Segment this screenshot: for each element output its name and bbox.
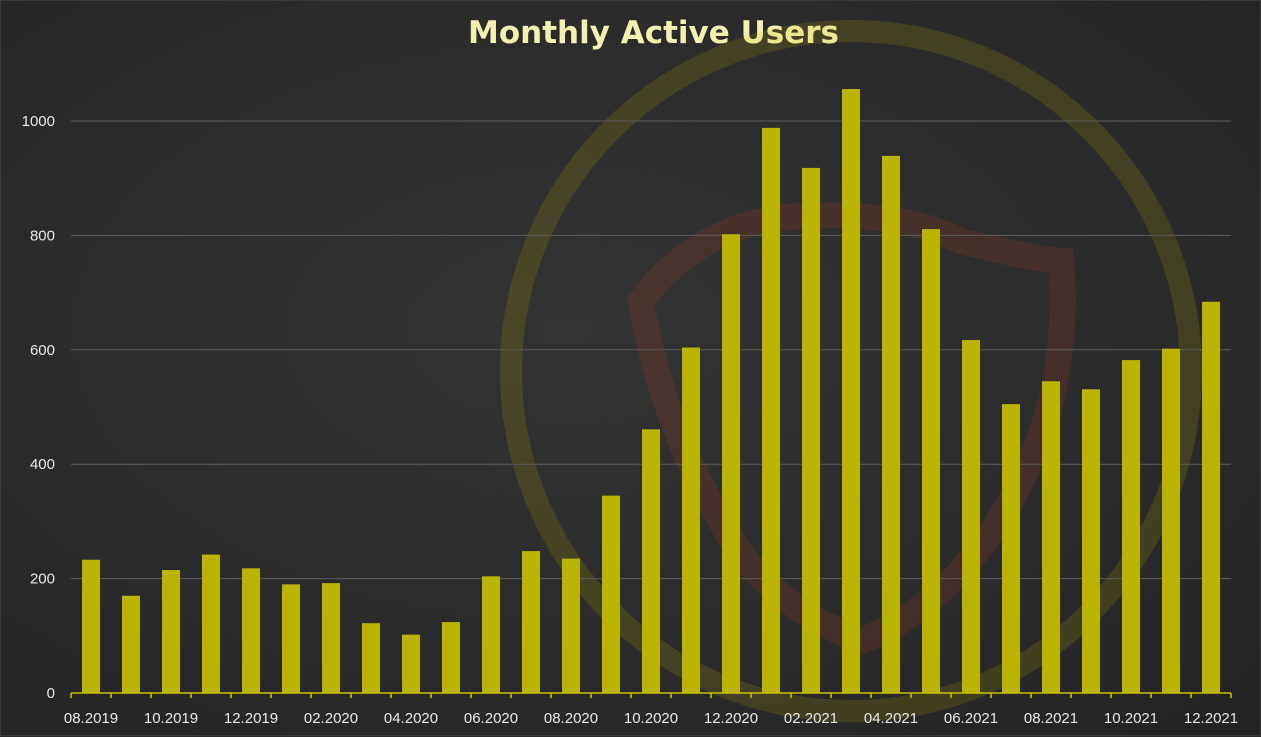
x-tick-label: 12.2021 (1184, 710, 1238, 727)
bar-10.2019 (162, 570, 180, 693)
bars (82, 88, 1220, 694)
bar-12.2020 (722, 234, 740, 694)
x-tick-label: 10.2021 (1104, 710, 1158, 727)
y-axis-ticks: 0 200 400 600 800 1000 (22, 113, 55, 702)
bar-11.2019 (202, 554, 220, 693)
y-tick-label: 200 (30, 571, 55, 588)
y-tick-label: 600 (30, 342, 55, 359)
bar-12.2019 (242, 568, 260, 693)
x-tick-label: 06.2021 (944, 710, 998, 727)
x-tick-label: 10.2019 (144, 710, 198, 727)
y-tick-label: 400 (30, 456, 55, 473)
bar-09.2019 (122, 595, 140, 693)
bar-02.2021 (802, 167, 820, 694)
x-tick-label: 02.2020 (304, 710, 358, 727)
bar-07.2021 (1002, 404, 1020, 693)
y-tick-label: 0 (47, 685, 55, 702)
x-tick-label: 10.2020 (624, 710, 678, 727)
bar-05.2020 (442, 622, 460, 693)
bar-10.2020 (642, 429, 660, 693)
bar-04.2021 (882, 155, 900, 694)
bar-06.2020 (482, 576, 500, 693)
y-tick-label: 800 (30, 227, 55, 244)
bar-11.2020 (682, 347, 700, 693)
bar-04.2020 (402, 634, 420, 693)
x-tick-label: 04.2021 (864, 710, 918, 727)
x-tick-label: 08.2021 (1024, 710, 1078, 727)
x-tick-label: 08.2019 (64, 710, 118, 727)
bar-03.2020 (362, 623, 380, 693)
bar-10.2021 (1122, 360, 1140, 693)
bar-01.2020 (282, 584, 300, 693)
bar-07.2020 (522, 551, 540, 693)
x-tick-label: 08.2020 (544, 710, 598, 727)
bar-02.2020 (322, 583, 340, 693)
bar-05.2021 (922, 229, 940, 693)
bar-08.2021 (1042, 381, 1060, 693)
x-tick-label: 06.2020 (464, 710, 518, 727)
bar-12.2021 (1202, 301, 1220, 693)
bar-11.2021 (1162, 348, 1180, 693)
x-tick-label: 12.2020 (704, 710, 758, 727)
y-tick-label: 1000 (22, 113, 55, 130)
bar-08.2020 (562, 558, 580, 693)
bar-09.2021 (1082, 389, 1100, 693)
x-tick-label: 02.2021 (784, 710, 838, 727)
bar-01.2021 (762, 127, 780, 693)
bar-03.2021 (842, 88, 860, 693)
bar-08.2019 (82, 559, 100, 693)
bar-09.2020 (602, 495, 620, 693)
bar-06.2021 (962, 340, 980, 693)
x-tick-label: 12.2019 (224, 710, 278, 727)
chart-title: Monthly Active Users (468, 15, 839, 51)
x-tick-label: 04.2020 (384, 710, 438, 727)
x-axis-ticks: 08.2019 10.2019 12.2019 02.2020 04.2020 06.20… (64, 693, 1238, 727)
